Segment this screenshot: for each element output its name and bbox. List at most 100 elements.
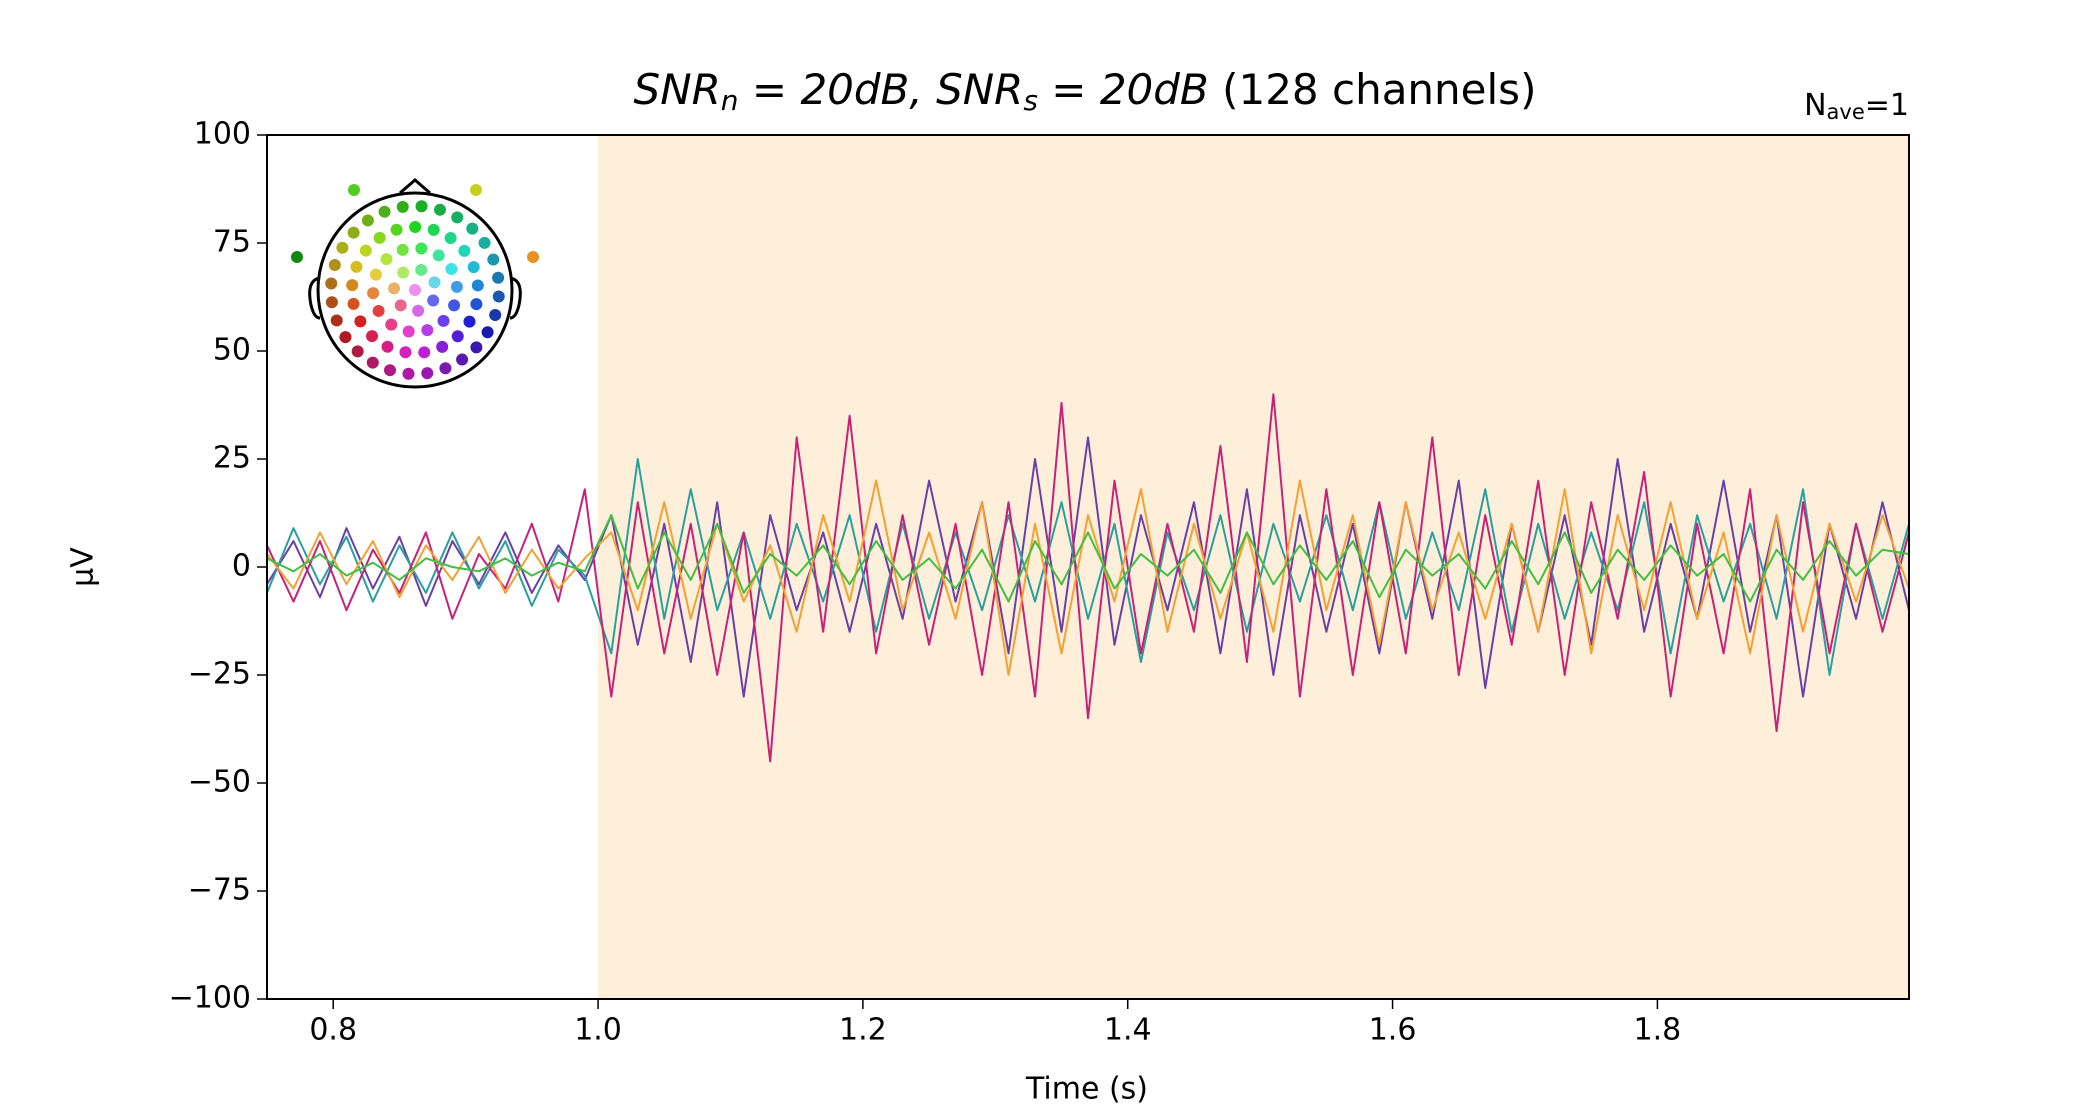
sensor-dot	[397, 266, 410, 279]
x-tick-label: 1.4	[1104, 1013, 1152, 1048]
sensor-dot	[388, 282, 401, 295]
sensor-dot	[421, 324, 434, 337]
y-tick-label: −25	[188, 657, 251, 692]
sensor-dot	[383, 364, 396, 377]
sensor-dot	[330, 314, 343, 327]
sensor-dot	[359, 244, 372, 257]
sensor-dot	[369, 268, 382, 281]
title-part: s	[1023, 84, 1038, 117]
sensor-dot	[428, 276, 441, 289]
sensor-dot	[466, 222, 479, 235]
sensor-dot	[415, 200, 428, 213]
ear	[509, 276, 522, 320]
x-tick-label: 1.2	[839, 1013, 887, 1048]
channel-line	[267, 458, 1909, 676]
title-part: (128 channels)	[1209, 65, 1537, 114]
sensor-dot	[436, 340, 449, 353]
sensor-dot	[409, 284, 421, 296]
y-tick-label: 75	[213, 225, 251, 260]
plot-area	[267, 393, 1909, 763]
sensor-dot	[354, 315, 367, 328]
title-part: n	[721, 84, 739, 117]
sensor-dot	[415, 242, 428, 255]
sensor-dot	[451, 330, 464, 343]
x-axis-label: Time (s)	[1025, 1072, 1148, 1107]
sensor-dot	[492, 290, 505, 303]
sensor-dot	[448, 299, 461, 312]
chart-title: SNRn = 20dB, SNRs = 20dB (128 channels)	[634, 65, 1537, 118]
sensor-dot	[351, 345, 364, 358]
x-tick-label: 0.8	[309, 1013, 357, 1048]
sensor-dot	[399, 346, 412, 359]
sensor-dot	[381, 340, 394, 353]
sensor-dot	[463, 315, 476, 328]
sensor-dot	[348, 184, 360, 196]
sensor-dot	[445, 263, 458, 276]
sensor-dot	[366, 356, 379, 369]
ear	[308, 276, 321, 320]
annotation-part: N	[1804, 88, 1826, 123]
sensor-dot	[456, 353, 469, 366]
sensor-dot	[339, 331, 352, 344]
sensor-dot	[336, 241, 349, 254]
sensor-dot	[350, 260, 363, 273]
title-part: = 20dB	[1038, 65, 1209, 114]
title-part: = 20dB,	[739, 65, 937, 114]
sensor-dot	[390, 223, 403, 236]
sensor-dot	[409, 221, 422, 234]
sensor-dot	[291, 251, 303, 263]
sensor-dot	[378, 205, 391, 218]
sensor-dot	[396, 200, 409, 213]
y-tick-label: 25	[213, 441, 251, 476]
title-part: SNR	[936, 65, 1023, 114]
sensor-dot	[467, 261, 480, 274]
sensor-dot	[527, 251, 539, 263]
sensor-dot	[328, 258, 341, 271]
sensor-dot	[451, 211, 464, 224]
sensor-dot	[487, 253, 500, 266]
y-tick-label: 0	[232, 549, 251, 584]
sensor-dot	[346, 279, 359, 292]
head-outline	[316, 191, 514, 389]
y-tick-label: 100	[194, 117, 251, 152]
channel-line	[267, 393, 1909, 763]
x-tick-label: 1.6	[1369, 1013, 1417, 1048]
sensor-dot	[325, 277, 338, 290]
sensor-dot	[412, 304, 425, 317]
channel-line	[267, 514, 1909, 603]
sensor-dot	[450, 280, 463, 293]
annotation: Nave=1	[1804, 88, 1909, 125]
channel-line	[267, 436, 1909, 698]
sensor-dot	[373, 231, 386, 244]
sensor-dot	[458, 244, 471, 257]
sensor-dot	[372, 304, 385, 317]
sensor-dot	[421, 367, 434, 380]
sensor-dot	[415, 263, 428, 276]
sensor-dot	[325, 296, 338, 309]
sensor-dot	[402, 325, 415, 338]
x-tick-label: 1.0	[574, 1013, 622, 1048]
sensor-dot	[427, 223, 440, 236]
sensor-dot	[444, 232, 457, 245]
sensor-dot	[471, 279, 484, 292]
sensor-dot	[470, 184, 482, 196]
nose	[399, 178, 431, 195]
channel-line	[267, 479, 1909, 676]
y-tick-label: −50	[188, 765, 251, 800]
sensor-dot	[380, 253, 393, 266]
sensor-dot	[470, 298, 483, 311]
sensor-dot	[470, 341, 483, 354]
sensor-dot	[492, 271, 505, 284]
sensor-dot	[418, 346, 431, 359]
sensor-dot	[481, 326, 494, 339]
sensor-dot	[439, 362, 452, 375]
x-tick-label: 1.8	[1634, 1013, 1682, 1048]
sensor-dot	[437, 314, 450, 327]
sensor-dot	[478, 236, 491, 249]
sensor-dot	[366, 330, 379, 343]
sensor-dot	[347, 297, 360, 310]
annotation-part: =1	[1865, 88, 1909, 123]
sensor-dot	[396, 243, 409, 256]
sensor-dot	[402, 367, 415, 380]
